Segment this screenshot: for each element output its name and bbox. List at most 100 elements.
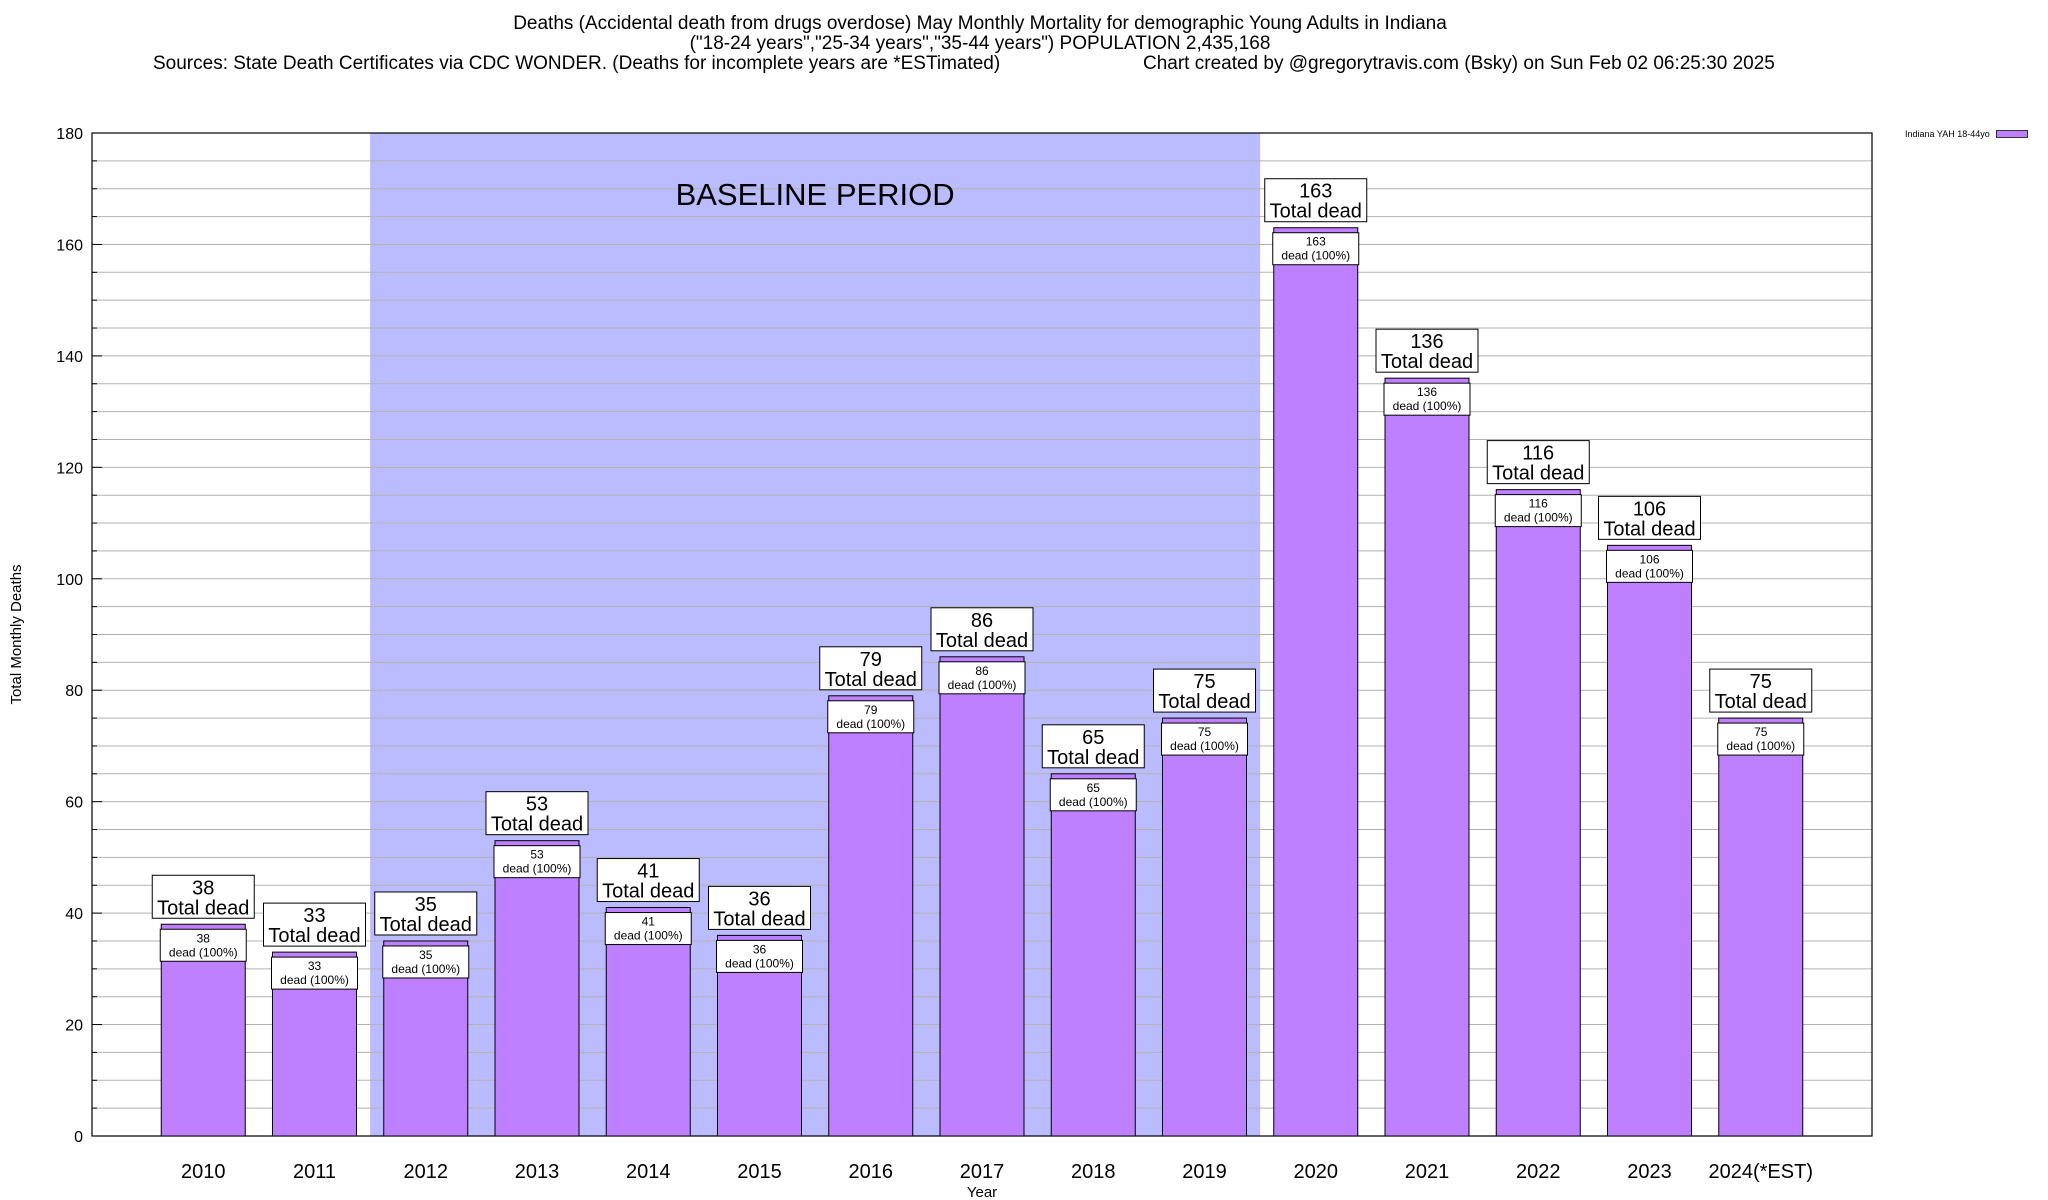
- bar-inner-value: 75: [1754, 725, 1768, 739]
- y-tick-label: 60: [65, 795, 83, 812]
- bar-inner-label-box: [1606, 549, 1693, 583]
- bar-inner-label: dead (100%): [503, 862, 572, 876]
- bar-total-value: 75: [1750, 671, 1772, 693]
- x-tick-label: 2010: [181, 1161, 226, 1183]
- bar-inner-label-box: [1494, 494, 1582, 528]
- bar-total-label: Total dead: [380, 914, 472, 936]
- legend: Indiana YAH 18-44yo: [1905, 129, 2028, 139]
- bar-total-value: 136: [1410, 331, 1443, 353]
- chart-title-block: Deaths (Accidental death from drugs over…: [0, 14, 1960, 76]
- x-tick-label: 2018: [1071, 1161, 1116, 1183]
- bar: [1495, 489, 1581, 1137]
- bar-total-label-box: [1041, 724, 1145, 769]
- bar-inner-value: 136: [1417, 385, 1437, 399]
- x-tick-label: 2014: [626, 1161, 671, 1183]
- x-tick-label: 2011: [293, 1161, 336, 1183]
- bar-inner-label: dead (100%): [1726, 739, 1795, 753]
- bar-inner-label-box: [938, 661, 1026, 695]
- bar-inner-label-box: [827, 700, 915, 734]
- bar-total-value: 41: [637, 861, 659, 883]
- bar-total-label: Total dead: [1158, 691, 1250, 713]
- bar-inner-label: dead (100%): [1170, 739, 1239, 753]
- bar-total-label-box: [1153, 668, 1256, 713]
- bar-total-label: Total dead: [1603, 518, 1695, 540]
- x-tick-label: 2016: [849, 1161, 894, 1183]
- bar-inner-label-box: [382, 945, 470, 979]
- bar-total-label-box: [374, 891, 478, 936]
- chart-subtitle: ("18-24 years","25-34 years","35-44 year…: [689, 33, 1271, 54]
- bar-inner-label-box: [1272, 232, 1360, 266]
- bar-total-label-box: [1264, 178, 1368, 223]
- baseline-label: BASELINE PERIOD: [676, 177, 955, 212]
- bar-inner-label-box: [1049, 778, 1137, 812]
- legend-swatch: [1995, 130, 2028, 138]
- bar-total-label-box: [930, 607, 1034, 652]
- bar-total-label: Total dead: [1715, 691, 1807, 713]
- bar-total-label: Total dead: [1381, 351, 1473, 373]
- bar: [1050, 773, 1136, 1137]
- bar-inner-value: 75: [1198, 725, 1212, 739]
- bar-total-label: Total dead: [491, 814, 583, 836]
- bar-inner-value: 53: [530, 848, 544, 862]
- x-tick-label: 2017: [960, 1161, 1005, 1183]
- bar-inner-label-box: [1383, 382, 1471, 416]
- x-tick-label: 2022: [1516, 1161, 1561, 1183]
- bar-inner-value: 116: [1529, 497, 1548, 511]
- y-tick-label: 100: [56, 572, 83, 589]
- y-tick-label: 20: [65, 1018, 83, 1035]
- bar-total-label: Total dead: [157, 897, 249, 919]
- y-tick-label: 0: [74, 1129, 83, 1146]
- bar-total-label: Total dead: [1047, 747, 1139, 769]
- bar-inner-value: 41: [642, 915, 656, 929]
- bar-total-value: 53: [526, 794, 548, 816]
- y-tick-label: 40: [65, 906, 83, 923]
- x-tick-label: 2020: [1294, 1161, 1339, 1183]
- bar-total-label-box: [151, 874, 255, 919]
- bar-total-label-box: [485, 791, 589, 836]
- bar-total-label-box: [596, 858, 700, 903]
- bar-total-label: Total dead: [713, 908, 805, 930]
- bar-total-value: 116: [1522, 443, 1554, 465]
- bar-total-label-box: [1709, 668, 1813, 713]
- bar: [939, 656, 1025, 1137]
- bar-inner-label: dead (100%): [1059, 795, 1128, 809]
- bar-total-label-box: [263, 902, 366, 947]
- bar-total-label: Total dead: [602, 881, 694, 903]
- bar-total-label: Total dead: [825, 669, 917, 691]
- bar-inner-value: 38: [197, 931, 211, 945]
- bar: [494, 840, 580, 1137]
- bar-total-label-box: [708, 885, 811, 930]
- bar-total-value: 75: [1193, 671, 1215, 693]
- bar-total-value: 33: [303, 905, 325, 927]
- bar-total-value: 36: [748, 888, 770, 910]
- y-axis-label: Total Monthly Deaths: [8, 564, 25, 704]
- bar-inner-label: dead (100%): [614, 929, 683, 943]
- bar-inner-value: 163: [1306, 235, 1326, 249]
- x-axis-label: Year: [967, 1184, 997, 1200]
- bar: [1384, 377, 1470, 1137]
- bar: [1162, 717, 1247, 1137]
- x-tick-label: 2013: [515, 1161, 560, 1183]
- bar-total-value: 106: [1633, 498, 1666, 520]
- bar-total-label-box: [1375, 328, 1479, 373]
- bar-inner-label: dead (100%): [948, 678, 1017, 692]
- legend-label: Indiana YAH 18-44yo: [1905, 129, 1990, 139]
- bar-total-value: 79: [860, 649, 882, 671]
- bar-inner-label: dead (100%): [1281, 249, 1350, 263]
- bar-total-value: 163: [1299, 181, 1332, 203]
- chart-credit: Chart created by @gregorytravis.com (Bsk…: [1143, 53, 1775, 74]
- y-tick-label: 180: [56, 126, 83, 143]
- bar-inner-label: dead (100%): [836, 717, 905, 731]
- bar-inner-label: dead (100%): [391, 962, 460, 976]
- bar-inner-value: 65: [1087, 781, 1101, 795]
- bar-inner-label: dead (100%): [280, 973, 349, 987]
- bar-inner-label-box: [159, 928, 247, 962]
- bar-total-label: Total dead: [936, 630, 1028, 652]
- bar: [605, 907, 691, 1137]
- bar: [828, 695, 914, 1137]
- bar: [1273, 227, 1359, 1137]
- bar: [1607, 544, 1692, 1137]
- bar-inner-value: 106: [1639, 552, 1659, 566]
- bar-inner-label-box: [1717, 722, 1805, 756]
